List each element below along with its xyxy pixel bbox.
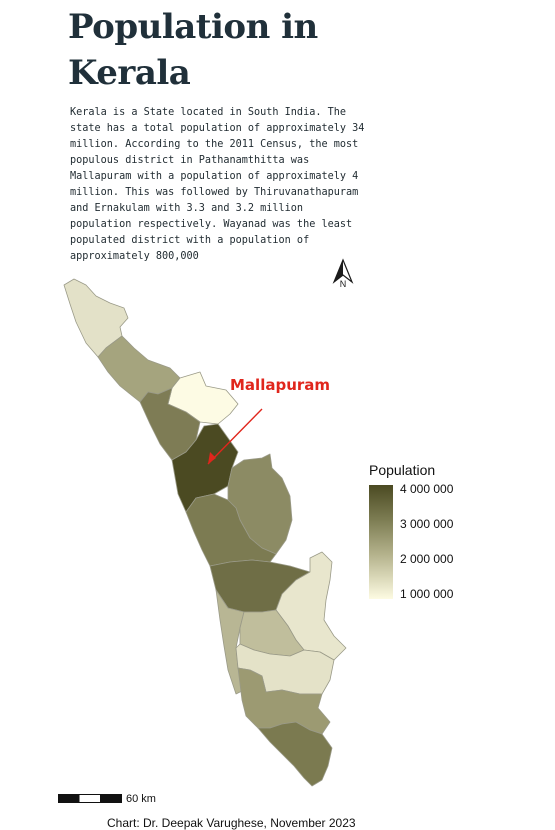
district-thiruvananthapuram [257,721,333,787]
legend-label-1m: 1 000 000 [400,587,454,601]
callout-arrow-head [208,452,216,464]
description-text: Kerala is a State located in South India… [70,107,365,262]
page-title: Population in Kerala [68,7,318,93]
district-kozhikode [139,387,201,461]
legend-label-3m: 3 000 000 [400,517,454,531]
north-arrow-icon: N [332,258,354,288]
district-thrissur [185,493,277,567]
scale-bar-label: 60 km [126,793,156,805]
kerala-district-map [63,278,347,787]
district-kasaragod [63,278,129,358]
legend-label-2m: 2 000 000 [400,552,454,566]
district-kollam [237,667,331,735]
chart-credit: Chart: Dr. Deepak Varughese, November 20… [107,816,356,830]
north-arrow-label: N [340,279,347,288]
callout-arrow-line [207,408,263,465]
legend-title: Population [369,462,436,478]
legend-color-ramp [369,485,393,599]
legend-label-4m: 4 000 000 [400,482,454,496]
scale-bar [58,794,122,803]
mallapuram-callout-label: Mallapuram [230,376,331,394]
